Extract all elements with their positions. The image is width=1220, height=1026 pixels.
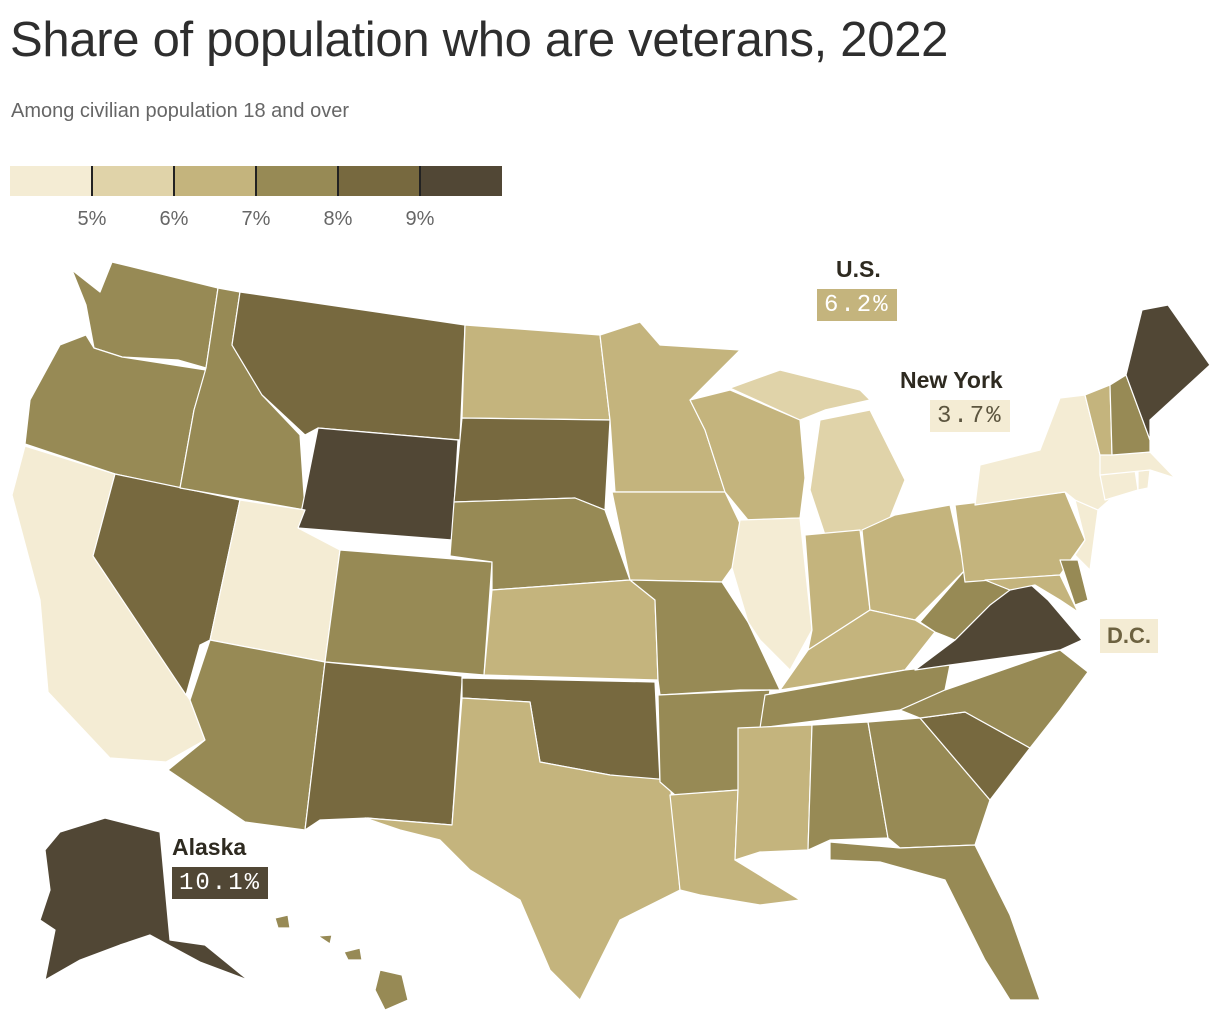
state-nh [1109, 374, 1151, 456]
legend-tick-label: 6% [159, 208, 189, 230]
legend-swatch-3 [174, 166, 256, 196]
callout-dc: D.C. [1100, 619, 1158, 653]
legend-swatch-4 [256, 166, 338, 196]
legend-swatch-1 [10, 166, 92, 196]
callout-us-value: 6.2% [817, 289, 897, 321]
state-al [807, 721, 889, 851]
callout-alaska-name: Alaska [172, 834, 247, 860]
state-sd [453, 417, 611, 511]
state-wy [297, 427, 459, 541]
legend-swatch-2 [92, 166, 174, 196]
callout-alaska-value: 10.1% [172, 867, 269, 899]
legend-tick [173, 166, 175, 196]
state-ak [39, 817, 249, 981]
legend-bar [10, 166, 502, 196]
callout-us: U.S. 6.2% [817, 256, 897, 321]
state-ms [734, 724, 813, 861]
state-hi [274, 914, 409, 1011]
state-ia [611, 491, 749, 583]
color-legend: 5% 6% 7% 8% 9% [10, 166, 502, 236]
state-ri [1137, 469, 1151, 491]
state-tx [364, 697, 681, 1001]
legend-tick [337, 166, 339, 196]
state-nm [304, 661, 463, 831]
chart-title: Share of population who are veterans, 20… [10, 13, 949, 67]
legend-swatch-6 [420, 166, 502, 196]
callout-new-york: New York 3.7% [900, 367, 1010, 432]
state-fl [829, 841, 1041, 1001]
state-nd [461, 324, 611, 421]
state-co [324, 549, 493, 676]
state-md [984, 574, 1079, 613]
legend-tick-label: 8% [323, 208, 353, 230]
state-nc [899, 649, 1089, 749]
callout-new-york-name: New York [900, 367, 1003, 393]
state-wa [71, 261, 219, 369]
callout-us-name: U.S. [836, 256, 881, 282]
legend-tick [91, 166, 93, 196]
state-mo [629, 579, 781, 696]
legend-tick-label: 5% [77, 208, 107, 230]
legend-tick-label: 7% [241, 208, 271, 230]
chart-subtitle: Among civilian population 18 and over [11, 100, 349, 122]
legend-swatch-5 [338, 166, 420, 196]
state-il [731, 517, 813, 671]
state-de [1059, 559, 1089, 606]
callout-alaska: Alaska 10.1% [172, 834, 269, 899]
us-choropleth-map [11, 261, 1211, 1011]
callout-new-york-value: 3.7% [930, 400, 1010, 432]
legend-tick-label: 9% [405, 208, 435, 230]
legend-tick [419, 166, 421, 196]
state-me [1125, 304, 1211, 441]
state-ks [483, 579, 659, 681]
legend-tick [255, 166, 257, 196]
